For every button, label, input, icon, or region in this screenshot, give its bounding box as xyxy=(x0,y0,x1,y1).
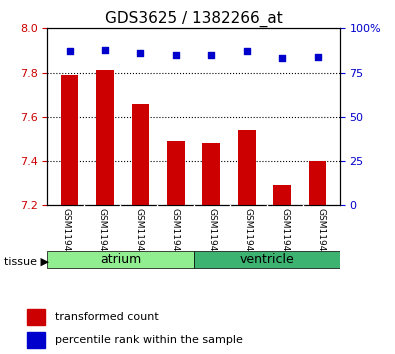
Bar xyxy=(167,141,185,205)
Text: GSM119426: GSM119426 xyxy=(207,207,216,262)
Point xyxy=(314,54,321,59)
Text: atrium: atrium xyxy=(100,253,141,266)
FancyBboxPatch shape xyxy=(194,251,340,268)
Text: ventricle: ventricle xyxy=(239,253,294,266)
Text: transformed count: transformed count xyxy=(55,312,159,322)
Text: GSM119424: GSM119424 xyxy=(134,207,143,262)
Point xyxy=(102,47,108,52)
Bar xyxy=(61,75,78,205)
Bar xyxy=(202,143,220,205)
Bar xyxy=(273,185,291,205)
Bar xyxy=(309,161,326,205)
Point xyxy=(137,50,143,56)
Bar xyxy=(96,70,114,205)
Point xyxy=(244,48,250,54)
Text: GSM119428: GSM119428 xyxy=(280,207,290,262)
Text: GSM119425: GSM119425 xyxy=(171,207,180,262)
Text: GSM119422: GSM119422 xyxy=(61,207,70,262)
Point xyxy=(66,48,73,54)
Point xyxy=(173,52,179,58)
Point xyxy=(279,56,285,61)
FancyBboxPatch shape xyxy=(47,251,194,268)
Bar xyxy=(238,130,256,205)
Text: GSM119427: GSM119427 xyxy=(244,207,253,262)
Bar xyxy=(132,103,149,205)
Text: percentile rank within the sample: percentile rank within the sample xyxy=(55,335,243,346)
Text: GSM119423: GSM119423 xyxy=(98,207,107,262)
Title: GDS3625 / 1382266_at: GDS3625 / 1382266_at xyxy=(105,11,282,27)
Text: tissue ▶: tissue ▶ xyxy=(4,256,49,266)
Point xyxy=(208,52,214,58)
Bar xyxy=(27,332,45,348)
Text: GSM119429: GSM119429 xyxy=(317,207,326,262)
Bar xyxy=(27,309,45,325)
